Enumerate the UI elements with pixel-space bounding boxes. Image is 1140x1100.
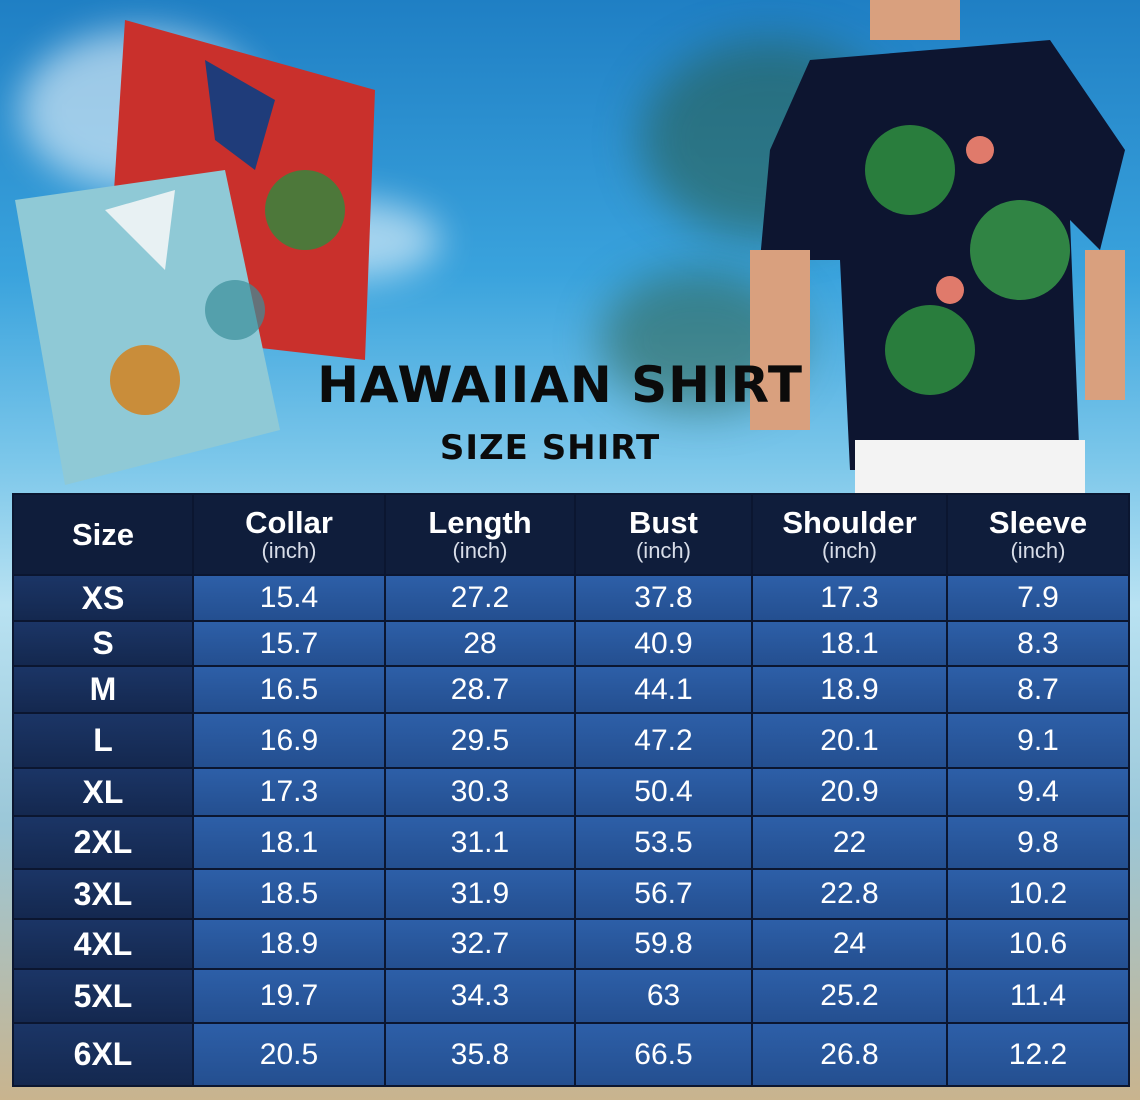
header-label: Size: [71, 516, 135, 552]
measurement-cell: 31.1: [384, 815, 576, 870]
page-subtitle: SIZE SHIRT: [439, 428, 661, 468]
measurement-cell: 10.6: [946, 918, 1130, 970]
measurement-cell: 44.1: [574, 665, 753, 714]
measurement-cell: 30.3: [384, 767, 576, 817]
measurement-cell: 18.9: [192, 918, 386, 970]
measurement-cell: 66.5: [574, 1022, 753, 1087]
header-unit: (inch): [821, 537, 877, 563]
measurement-cell: 16.5: [192, 665, 386, 714]
measurement-cell: 20.1: [751, 712, 948, 769]
size-cell: 2XL: [12, 815, 194, 870]
measurement-cell: 7.9: [946, 574, 1130, 622]
measurement-cell: 28: [384, 620, 576, 667]
header-sleeve: Sleeve (inch): [946, 493, 1130, 576]
measurement-cell: 53.5: [574, 815, 753, 870]
measurement-cell: 37.8: [574, 574, 753, 622]
measurement-cell: 10.2: [946, 868, 1130, 920]
measurement-cell: 19.7: [192, 968, 386, 1024]
header-size: Size: [12, 493, 194, 576]
size-cell: 4XL: [12, 918, 194, 970]
measurement-cell: 32.7: [384, 918, 576, 970]
size-cell: S: [12, 620, 194, 667]
table-row: 6XL 20.5 35.8 66.5 26.8 12.2: [12, 1022, 1130, 1087]
measurement-cell: 56.7: [574, 868, 753, 920]
measurement-cell: 29.5: [384, 712, 576, 769]
size-cell: 5XL: [12, 968, 194, 1024]
measurement-cell: 15.4: [192, 574, 386, 622]
table-row: 4XL 18.9 32.7 59.8 24 10.6: [12, 918, 1130, 970]
header-label: Shoulder: [782, 504, 917, 540]
table-row: L 16.9 29.5 47.2 20.1 9.1: [12, 712, 1130, 769]
measurement-cell: 20.5: [192, 1022, 386, 1087]
size-chart-table: Size Collar (inch) Length (inch) Bust (inch…: [12, 493, 1130, 1087]
measurement-cell: 25.2: [751, 968, 948, 1024]
header-label: Bust: [629, 504, 698, 540]
header-shoulder: Shoulder (inch): [751, 493, 948, 576]
size-cell: L: [12, 712, 194, 769]
measurement-cell: 9.4: [946, 767, 1130, 817]
measurement-cell: 28.7: [384, 665, 576, 714]
header-unit: (inch): [261, 537, 317, 563]
measurement-cell: 18.5: [192, 868, 386, 920]
measurement-cell: 11.4: [946, 968, 1130, 1024]
header-unit: (inch): [635, 537, 691, 563]
measurement-cell: 18.1: [192, 815, 386, 870]
measurement-cell: 17.3: [192, 767, 386, 817]
measurement-cell: 9.8: [946, 815, 1130, 870]
size-cell: XL: [12, 767, 194, 817]
header-unit: (inch): [452, 537, 508, 563]
table-row: 3XL 18.5 31.9 56.7 22.8 10.2: [12, 868, 1130, 920]
size-cell: XS: [12, 574, 194, 622]
model-shirt-image: [750, 0, 1125, 495]
measurement-cell: 17.3: [751, 574, 948, 622]
measurement-cell: 22.8: [751, 868, 948, 920]
measurement-cell: 12.2: [946, 1022, 1130, 1087]
page-title: HAWAIIAN SHIRT: [317, 356, 803, 414]
table-row: 5XL 19.7 34.3 63 25.2 11.4: [12, 968, 1130, 1024]
measurement-cell: 34.3: [384, 968, 576, 1024]
header-length: Length (inch): [384, 493, 576, 576]
folded-shirts-image: [15, 20, 375, 485]
measurement-cell: 20.9: [751, 767, 948, 817]
measurement-cell: 50.4: [574, 767, 753, 817]
header-label: Length: [428, 504, 532, 540]
measurement-cell: 27.2: [384, 574, 576, 622]
header-label: Collar: [245, 504, 333, 540]
measurement-cell: 59.8: [574, 918, 753, 970]
table-row: XS 15.4 27.2 37.8 17.3 7.9: [12, 574, 1130, 622]
measurement-cell: 16.9: [192, 712, 386, 769]
header-label: Sleeve: [988, 504, 1088, 540]
table-row: M 16.5 28.7 44.1 18.9 8.7: [12, 665, 1130, 714]
measurement-cell: 8.7: [946, 665, 1130, 714]
measurement-cell: 31.9: [384, 868, 576, 920]
measurement-cell: 47.2: [574, 712, 753, 769]
table-row: XL 17.3 30.3 50.4 20.9 9.4: [12, 767, 1130, 817]
measurement-cell: 24: [751, 918, 948, 970]
measurement-cell: 35.8: [384, 1022, 576, 1087]
measurement-cell: 15.7: [192, 620, 386, 667]
measurement-cell: 18.1: [751, 620, 948, 667]
size-cell: 3XL: [12, 868, 194, 920]
measurement-cell: 18.9: [751, 665, 948, 714]
size-cell: 6XL: [12, 1022, 194, 1087]
measurement-cell: 40.9: [574, 620, 753, 667]
table-header-row: Size Collar (inch) Length (inch) Bust (inch…: [12, 493, 1130, 576]
measurement-cell: 22: [751, 815, 948, 870]
table-row: 2XL 18.1 31.1 53.5 22 9.8: [12, 815, 1130, 870]
header-unit: (inch): [1010, 537, 1066, 563]
measurement-cell: 8.3: [946, 620, 1130, 667]
measurement-cell: 63: [574, 968, 753, 1024]
measurement-cell: 9.1: [946, 712, 1130, 769]
header-bust: Bust (inch): [574, 493, 753, 576]
size-cell: M: [12, 665, 194, 714]
measurement-cell: 26.8: [751, 1022, 948, 1087]
header-collar: Collar (inch): [192, 493, 386, 576]
table-row: S 15.7 28 40.9 18.1 8.3: [12, 620, 1130, 667]
